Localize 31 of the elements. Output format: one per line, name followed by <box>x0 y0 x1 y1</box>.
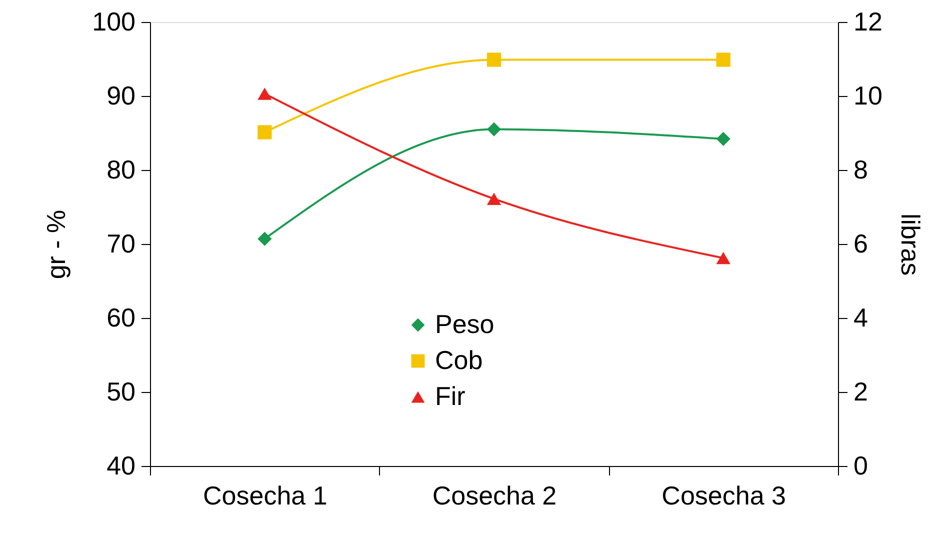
point <box>486 122 502 136</box>
x-tick-label: Cosecha 2 <box>432 480 557 510</box>
y2-tick-label: 4 <box>854 302 868 332</box>
legend-label: Cob <box>435 345 483 375</box>
point <box>716 52 730 67</box>
y2-tick-label: 6 <box>854 228 868 258</box>
y2-axis-title: libras <box>895 213 926 276</box>
point <box>486 52 502 67</box>
y2-tick-label: 12 <box>854 6 882 36</box>
y-tick-label: 60 <box>106 302 136 332</box>
y-tick-label: 50 <box>106 376 136 406</box>
point <box>716 252 730 264</box>
point <box>486 192 502 205</box>
y-tick-label: 100 <box>92 6 136 36</box>
y2-tick-label: 8 <box>854 154 868 184</box>
x-tick-label: Cosecha 1 <box>203 480 328 510</box>
y-tick-label: 80 <box>106 154 136 184</box>
point <box>258 232 272 246</box>
x-tick-label: Cosecha 3 <box>662 480 786 510</box>
y-tick-label: 70 <box>106 228 136 258</box>
y-axis-title: gr - % <box>41 210 72 280</box>
legend-label: Fir <box>435 381 466 411</box>
y-tick-label: 90 <box>106 80 136 110</box>
legend-label: Peso <box>435 309 494 339</box>
point <box>258 125 272 140</box>
y2-tick-label: 0 <box>854 450 868 480</box>
y2-tick-label: 10 <box>854 80 882 110</box>
y-tick-label: 40 <box>106 450 136 480</box>
point <box>258 88 272 100</box>
y2-tick-label: 2 <box>854 376 868 406</box>
point <box>716 132 730 146</box>
